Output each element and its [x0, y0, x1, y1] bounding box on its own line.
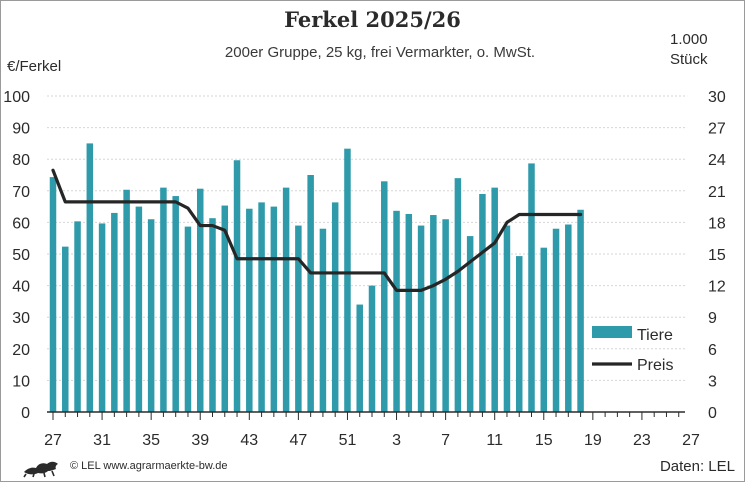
- bar: [552, 228, 560, 412]
- bar: [270, 206, 278, 412]
- y-axis-left-label: €/Ferkel: [7, 58, 62, 75]
- lion-logo-icon: [23, 461, 58, 478]
- bar: [196, 188, 204, 412]
- bar: [295, 225, 302, 412]
- y-tick-right: 30: [708, 89, 726, 106]
- bar: [565, 224, 572, 412]
- y-tick-right: 27: [708, 121, 726, 138]
- y-tick-right: 24: [708, 152, 726, 169]
- x-tick-label: 23: [633, 432, 651, 449]
- bar: [331, 202, 339, 412]
- bar: [184, 226, 192, 412]
- y-tick-left: 40: [12, 279, 30, 296]
- y-tick-right: 15: [708, 247, 726, 264]
- y-tick-right: 9: [708, 310, 717, 327]
- y-tick-left: 60: [12, 215, 30, 232]
- bar: [98, 223, 106, 412]
- x-tick-label: 15: [535, 432, 553, 449]
- y-tick-left: 70: [12, 184, 30, 201]
- legend-label-preis: Preis: [637, 357, 673, 374]
- bar: [319, 228, 327, 412]
- y-tick-right: 3: [708, 373, 717, 390]
- y-tick-right: 18: [708, 215, 726, 232]
- bar: [246, 208, 253, 412]
- bar: [503, 225, 511, 412]
- bar: [147, 219, 155, 412]
- bar: [111, 212, 118, 412]
- x-tick-label: 51: [339, 432, 357, 449]
- footer: © LEL www.agrarmaerkte-bw.de Daten: LEL: [0, 458, 745, 478]
- bar: [135, 206, 143, 412]
- bar: [515, 256, 523, 412]
- bar: [209, 218, 216, 412]
- bar: [430, 215, 437, 412]
- x-tick-label: 35: [142, 432, 160, 449]
- y-tick-right: 21: [708, 184, 726, 201]
- x-tick-label: 27: [44, 432, 62, 449]
- x-tick-label: 19: [584, 432, 602, 449]
- bar: [393, 210, 400, 412]
- bar: [381, 181, 388, 412]
- bar: [233, 160, 241, 412]
- y-tick-left: 80: [12, 152, 30, 169]
- y-tick-right: 6: [708, 342, 717, 359]
- y-tick-left: 0: [21, 405, 30, 422]
- x-tick-label: 39: [191, 432, 209, 449]
- y-tick-left: 100: [3, 89, 30, 106]
- bar: [356, 304, 363, 412]
- bar: [491, 187, 498, 412]
- bar: [417, 225, 425, 412]
- x-tick-label: 11: [486, 432, 503, 449]
- bar: [86, 143, 94, 412]
- y-tick-left: 50: [12, 247, 30, 264]
- data-source: Daten: LEL: [659, 458, 735, 475]
- y-tick-right: 12: [708, 279, 726, 296]
- x-tick-label: 43: [240, 432, 258, 449]
- legend-swatch-tiere: [592, 326, 632, 338]
- y-tick-left: 20: [12, 342, 30, 359]
- copyright-text: © LEL www.agrarmaerkte-bw.de: [70, 460, 228, 472]
- bar: [454, 178, 462, 412]
- bar: [49, 177, 57, 412]
- bar: [442, 219, 449, 412]
- y-tick-right: 0: [708, 405, 717, 422]
- bar: [466, 236, 474, 412]
- y-tick-left: 90: [12, 121, 30, 138]
- y-axis-right-label: 1.000 Stück: [670, 30, 740, 70]
- x-tick-label: 31: [93, 432, 111, 449]
- x-tick-label: 47: [289, 432, 307, 449]
- x-tick-label: 7: [441, 432, 450, 449]
- bar: [528, 163, 535, 412]
- x-tick-label: 3: [392, 432, 401, 449]
- bar: [74, 221, 81, 412]
- bar: [405, 213, 413, 412]
- bar: [172, 196, 179, 412]
- bar: [344, 148, 351, 413]
- bar: [221, 205, 229, 412]
- bar: [540, 247, 548, 412]
- bar: [307, 175, 314, 412]
- bar: [577, 209, 584, 412]
- price-line: [51, 168, 583, 292]
- y-tick-left: 10: [12, 373, 30, 390]
- y-tick-left: 30: [12, 310, 30, 327]
- bar: [62, 246, 69, 412]
- bar: [368, 285, 376, 412]
- y-axis-right-label-line1: 1.000: [670, 31, 708, 48]
- bar: [258, 202, 265, 412]
- bar: [160, 187, 167, 412]
- chart-subtitle: 200er Gruppe, 25 kg, frei Vermarkter, o.…: [224, 44, 536, 61]
- chart-title: Ferkel 2025/26: [284, 7, 461, 32]
- x-tick-label: 27: [682, 432, 700, 449]
- legend-label-tiere: Tiere: [637, 327, 673, 344]
- bar: [479, 193, 486, 412]
- y-axis-right-label-line2: Stück: [670, 51, 708, 68]
- bar: [123, 189, 130, 412]
- bar: [282, 187, 290, 412]
